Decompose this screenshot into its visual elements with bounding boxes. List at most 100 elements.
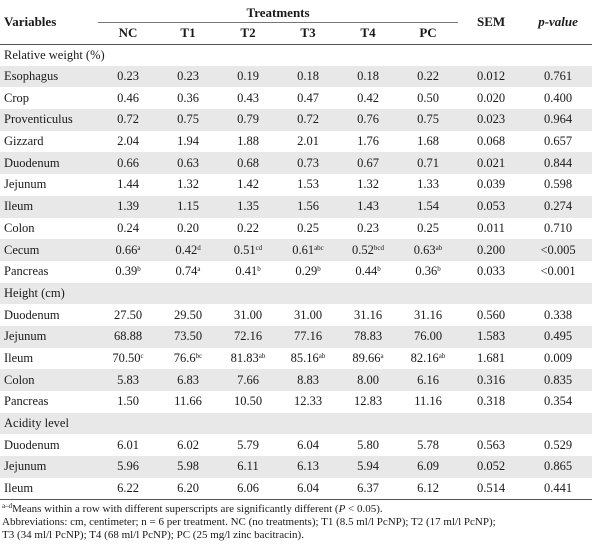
value-number: 10.50 xyxy=(233,394,263,409)
pvalue-cell: 0.761 xyxy=(544,69,573,84)
value-cell: 1.53 xyxy=(278,174,338,196)
value-number: 0.79 xyxy=(237,112,259,127)
value-number: 5.83 xyxy=(117,372,139,387)
value-number: 78.83 xyxy=(353,329,383,344)
header-treatment-pc: PC xyxy=(398,22,459,45)
value-superscript: b xyxy=(437,265,441,274)
value-number: 77.16 xyxy=(293,329,323,344)
value-number: 6.04 xyxy=(297,480,319,495)
table-row: Ileum 1.39 1.15 1.35 1.56 1.43 1.54 0.053 0.274 xyxy=(0,195,592,218)
value-number: 0.47 xyxy=(297,90,319,105)
value-number: 8.00 xyxy=(357,372,379,387)
sem-cell: 0.012 xyxy=(477,69,506,84)
value-number: 0.25 xyxy=(417,220,439,235)
footnote-significance-text: Means within a row with different supers… xyxy=(12,502,339,515)
value-number: 6.02 xyxy=(177,437,199,452)
value-number: 5.80 xyxy=(357,437,379,452)
row-label: Duodenum xyxy=(4,307,60,322)
value-superscript: a xyxy=(137,243,141,252)
value-number: 0.23 xyxy=(117,69,139,84)
value-number: 0.61 xyxy=(292,242,315,257)
value-cell: 5.79 xyxy=(218,434,278,456)
value-number: 11.16 xyxy=(414,394,442,409)
header-treatment-t1: T1 xyxy=(158,22,218,45)
pvalue-cell: 0.338 xyxy=(544,307,573,322)
value-superscript: b xyxy=(377,265,381,274)
value-number: 1.32 xyxy=(357,177,379,192)
value-cell: 0.18 xyxy=(338,66,398,88)
table-row: Pancreas 0.39b 0.74a 0.41b 0.29b 0.44b 0.36b 0.… xyxy=(0,261,592,283)
value-cell: 0.76 xyxy=(338,109,398,131)
value-cell: 0.63 xyxy=(158,152,218,174)
value-cell: 76.00 xyxy=(398,326,458,348)
value-number: 1.32 xyxy=(177,177,199,192)
value-cell: 1.76 xyxy=(338,131,398,153)
value-cell: 27.50 xyxy=(98,304,158,326)
row-label: Ileum xyxy=(4,350,34,365)
row-label: Crop xyxy=(4,90,29,105)
row-label: Jejunum xyxy=(4,329,47,344)
value-cell: 6.04 xyxy=(278,477,338,500)
value-number: 0.39 xyxy=(115,264,138,279)
value-number: 0.71 xyxy=(417,155,439,170)
value-cell: 8.83 xyxy=(278,369,338,391)
sem-cell: 0.052 xyxy=(477,459,506,474)
value-cell: 1.33 xyxy=(398,174,458,196)
value-number: 76.00 xyxy=(413,329,443,344)
value-number: 0.25 xyxy=(297,220,319,235)
value-cell: 5.83 xyxy=(98,369,158,391)
row-label: Proventiculus xyxy=(4,112,73,127)
row-label: Jejunum xyxy=(4,459,47,474)
value-number: 1.54 xyxy=(417,199,439,214)
table-footnotes: a–dMeans within a row with different sup… xyxy=(0,500,592,542)
value-cell: 0.72 xyxy=(278,109,338,131)
section-title: Acidity level xyxy=(4,416,69,431)
value-number: 0.18 xyxy=(357,69,379,84)
sem-cell: 0.514 xyxy=(458,477,525,500)
sem-cell: 0.023 xyxy=(477,112,506,127)
value-cell: 0.46 xyxy=(98,87,158,109)
value-cell: 0.74a xyxy=(158,261,218,283)
value-cell: 7.66 xyxy=(218,369,278,391)
value-cell: 0.29b xyxy=(278,261,338,283)
sem-cell: 0.560 xyxy=(477,307,506,322)
value-cell: 0.20 xyxy=(158,218,218,240)
value-cell: 0.73 xyxy=(278,152,338,174)
value-number: 31.16 xyxy=(413,307,443,322)
value-number: 0.23 xyxy=(357,220,379,235)
table-row: Jejunum 5.96 5.98 6.11 6.13 5.94 6.09 0.052 0.86… xyxy=(0,456,592,478)
table-row: Pancreas 1.50 11.66 10.50 12.33 12.83 11.16 0.3… xyxy=(0,391,592,413)
value-cell: 6.12 xyxy=(398,477,459,500)
value-superscript: b xyxy=(257,265,261,274)
value-number: 29.50 xyxy=(173,307,203,322)
value-superscript: abc xyxy=(314,243,324,252)
row-label: Duodenum xyxy=(4,437,60,452)
sem-cell: 0.068 xyxy=(477,134,506,149)
table-row: Ileum 6.22 6.20 6.06 6.04 6.37 6.12 0.514 0.441 xyxy=(0,477,592,500)
value-cell: 0.18 xyxy=(278,66,338,88)
value-cell: 0.61abc xyxy=(278,239,338,261)
pvalue-cell: 0.865 xyxy=(544,459,573,474)
value-cell: 6.13 xyxy=(278,456,338,478)
row-label: Pancreas xyxy=(4,394,49,409)
table-row: Duodenum 0.66 0.63 0.68 0.73 0.67 0.71 0.021 0.8… xyxy=(0,152,592,175)
value-cell: 70.50c xyxy=(98,348,158,370)
value-number: 0.75 xyxy=(177,112,199,127)
value-number: 6.09 xyxy=(417,459,439,474)
value-number: 0.76 xyxy=(357,112,379,127)
value-superscript: d xyxy=(197,243,201,252)
value-number: 0.66 xyxy=(117,155,139,170)
value-cell: 12.33 xyxy=(278,391,338,413)
value-superscript: c xyxy=(140,351,144,360)
value-cell: 1.88 xyxy=(218,131,278,153)
value-superscript: ab xyxy=(435,243,443,252)
value-number: 1.35 xyxy=(237,199,259,214)
value-cell: 89.66a xyxy=(338,348,398,370)
value-cell: 5.78 xyxy=(398,434,458,456)
value-cell: 6.20 xyxy=(158,477,218,500)
value-number: 6.06 xyxy=(237,480,259,495)
value-number: 1.53 xyxy=(297,177,319,192)
value-number: 31.00 xyxy=(233,307,263,322)
value-number: 6.11 xyxy=(237,459,259,474)
value-number: 5.94 xyxy=(357,459,379,474)
